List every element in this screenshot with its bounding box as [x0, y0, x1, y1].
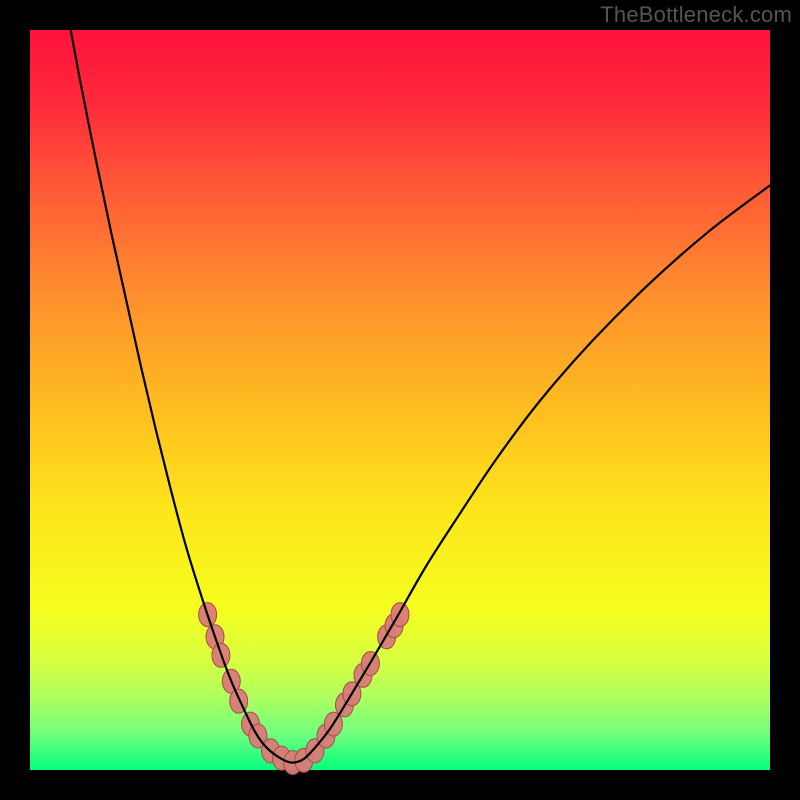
plot-area	[0, 0, 800, 800]
watermark-text: TheBottleneck.com	[600, 2, 792, 28]
chart-frame: TheBottleneck.com	[0, 0, 800, 800]
